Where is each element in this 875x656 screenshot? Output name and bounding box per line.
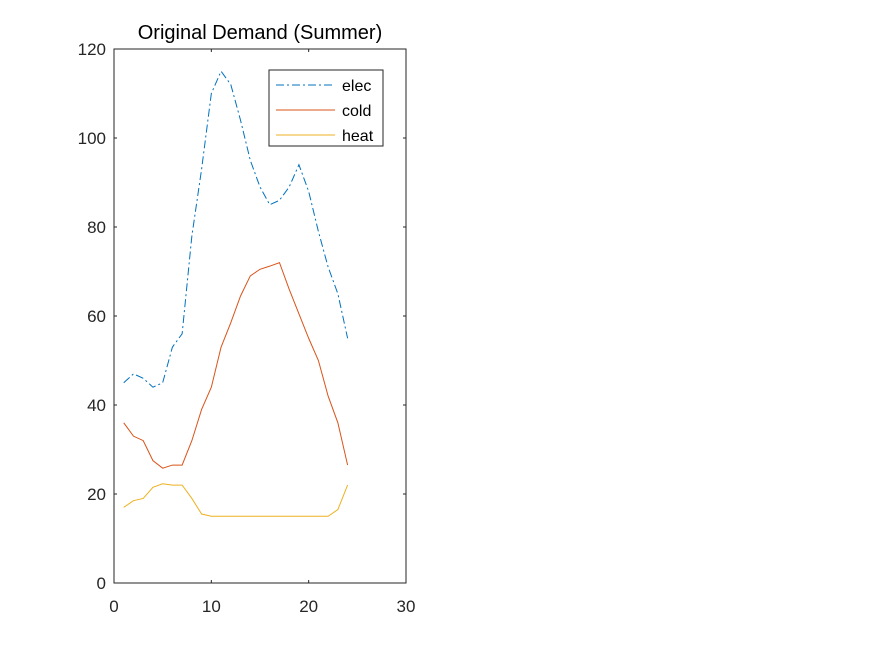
- y-axis-tick-labels: 0 20 40 60 80 100 120: [78, 40, 106, 593]
- y-tick-label: 0: [97, 574, 106, 593]
- y-tick-label: 80: [87, 218, 106, 237]
- x-tick-label: 30: [397, 597, 416, 616]
- series-line-heat: [123, 483, 349, 517]
- legend-label-elec: elec: [342, 78, 371, 95]
- x-tick-label: 10: [202, 597, 221, 616]
- legend-label-heat: heat: [342, 128, 374, 145]
- series-line-elec: [123, 70, 349, 388]
- y-tick-label: 40: [87, 396, 106, 415]
- series-line-cold: [123, 261, 349, 469]
- series-elec: [123, 70, 349, 388]
- legend-box: [268, 69, 384, 147]
- y-tick-label: 20: [87, 485, 106, 504]
- x-tick-label: 0: [109, 597, 118, 616]
- series-cold: [123, 261, 349, 469]
- series-layer: [123, 70, 349, 517]
- chart-title: Original Demand (Summer): [138, 22, 383, 44]
- legend-label-cold: cold: [342, 103, 371, 120]
- legend: elec cold heat: [268, 69, 384, 147]
- y-tick-label: 100: [78, 129, 106, 148]
- x-tick-label: 20: [299, 597, 318, 616]
- series-heat: [123, 483, 349, 517]
- y-tick-label: 120: [78, 40, 106, 59]
- y-tick-marks: [114, 48, 406, 584]
- y-tick-label: 60: [87, 307, 106, 326]
- x-axis-tick-labels: 0 10 20 30: [109, 597, 415, 616]
